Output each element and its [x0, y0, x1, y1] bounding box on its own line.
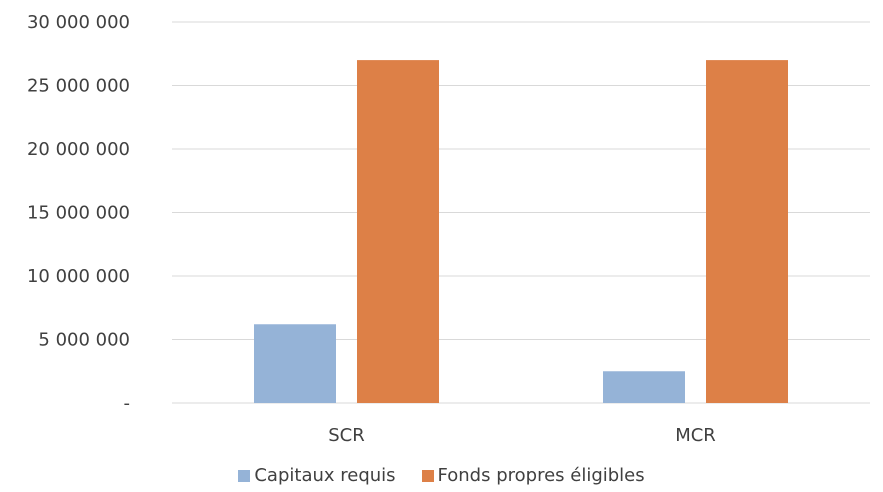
x-category-label: SCR	[328, 425, 365, 446]
x-axis-category-labels: SCR MCR	[328, 425, 716, 446]
y-tick-label: 15 000 000	[27, 203, 130, 224]
bar-scr-series-1	[254, 324, 336, 403]
legend-label-fonds-propres: Fonds propres éligibles	[437, 465, 645, 486]
y-axis-tick-labels: - 5 000 000 10 000 000 15 000 000 20 000 000…	[27, 12, 130, 414]
bars	[254, 60, 788, 403]
legend-swatch-fonds-propres	[421, 470, 434, 482]
y-tick-label: 10 000 000	[27, 266, 130, 287]
legend-label-capitaux-requis: Capitaux requis	[254, 465, 396, 486]
y-tick-label: -	[124, 393, 131, 414]
y-tick-label: 5 000 000	[38, 330, 130, 351]
bar-scr-series-2	[357, 60, 439, 403]
bar-chart: - 5 000 000 10 000 000 15 000 000 20 000 000…	[27, 12, 870, 446]
legend: Capitaux requis Fonds propres éligibles	[0, 466, 883, 486]
y-tick-label: 20 000 000	[27, 139, 130, 160]
x-category-label: MCR	[675, 425, 716, 446]
y-tick-label: 30 000 000	[27, 12, 130, 33]
bar-mcr-series-1	[603, 371, 685, 403]
y-tick-label: 25 000 000	[27, 76, 130, 97]
bar-mcr-series-2	[706, 60, 788, 403]
legend-item-fonds-propres: Fonds propres éligibles	[421, 465, 645, 486]
legend-swatch-capitaux-requis	[238, 470, 251, 482]
legend-item-capitaux-requis: Capitaux requis	[238, 465, 396, 486]
